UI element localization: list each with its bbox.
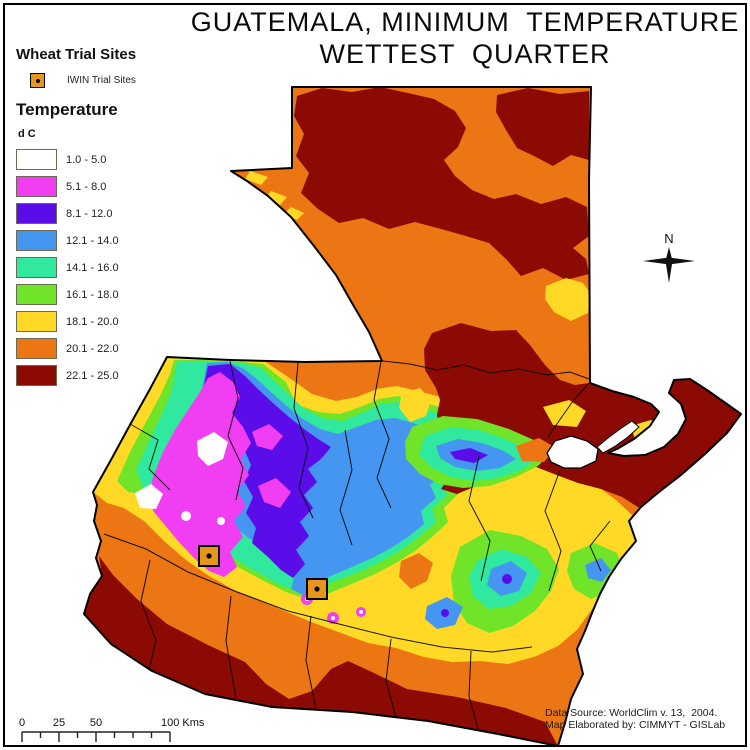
legend: Wheat Trial Sites IWIN Trial Sites Tempe… [16,46,186,392]
rio-dulce-golfete [596,420,640,454]
legend-row: 8.1 - 12.0 [16,203,186,224]
zone-white-core [181,511,191,521]
legend-range-label: 12.1 - 14.0 [66,234,119,247]
scale-bar [21,731,171,742]
zone-magenta-streak [252,424,283,450]
trial-site-marker-dot [314,586,320,592]
legend-row: 22.1 - 25.0 [16,365,186,386]
zone-darkred-pacific [84,556,558,746]
zone-yellow-dash [245,171,268,185]
zone-darkred-peten-nw [294,87,589,280]
legend-row: 12.1 - 14.0 [16,230,186,251]
legend-swatch [16,284,57,305]
credits-source-line: Data Source: WorldClim v. 13, 2004. [545,707,718,719]
volcano-core [359,610,363,614]
legend-row: 20.1 - 22.0 [16,338,186,359]
title-line-2: WETTEST QUARTER [319,39,611,70]
title-line-1: GUATEMALA, MINIMUM TEMPERATURE [190,7,740,37]
scale-bar-labels: 0 25 50 100 Kms [19,717,205,729]
legend-range-label: 22.1 - 25.0 [66,369,119,382]
legend-range-label: 20.1 - 22.0 [66,342,119,355]
temperature-unit-label: d C [18,128,36,140]
zone-orange-patch [516,438,556,462]
zone-yellow-patch [399,388,431,422]
zone-yellow-peten-patch [545,278,590,321]
credits-elaborated-line: Map Elaborated by: CIMMYT - GISLab [545,719,726,732]
legend-swatch [16,365,57,386]
temperature-legend-heading: Temperature [16,100,118,119]
department-boundaries [103,360,611,730]
legend-range-label: 18.1 - 20.0 [66,315,119,328]
credits: Data Source: WorldClim v. 13, 2004. Map … [545,707,725,732]
zone-magenta-streak [258,478,291,508]
legend-swatch [16,338,57,359]
zone-violet-dot [502,574,512,584]
scale-label-100: 100 Kms [161,717,205,729]
lake-izabal [546,435,599,469]
north-arrow-horizontal [643,257,695,265]
zone-white-core [135,484,163,509]
map-title: GUATEMALA, MINIMUM TEMPERATURE WETTEST Q… [185,6,745,71]
north-arrow: N [643,231,695,283]
legend-row: 16.1 - 18.0 [16,284,186,305]
legend-range-label: 16.1 - 18.0 [66,288,119,301]
legend-row: 18.1 - 20.0 [16,311,186,332]
country-outline [83,86,742,747]
north-arrow-vertical [665,247,673,283]
scale-label-50: 50 [90,717,102,729]
zone-blue-se [585,558,611,582]
trial-site-marker-dot [206,553,212,559]
legend-row: 1.0 - 5.0 [16,149,186,170]
legend-swatch [16,230,57,251]
zone-orange-patch [399,553,433,589]
legend-row: 14.1 - 16.0 [16,257,186,278]
legend-swatch [16,176,57,197]
zone-violet-dot [441,609,449,617]
legend-swatch [16,203,57,224]
scale-label-25: 25 [53,717,65,729]
scale-label-0: 0 [19,717,25,729]
zone-magenta-highlands [148,372,251,577]
legend-row: 5.1 - 8.0 [16,176,186,197]
zone-darkred-peten-ne [496,88,589,166]
legend-range-label: 14.1 - 16.0 [66,261,119,274]
iwin-site-dot [35,78,40,83]
zone-yellow-dash [284,207,304,220]
iwin-site-label: IWIN Trial Sites [67,75,136,86]
volcano-core [331,616,335,620]
zone-white-core [217,517,225,525]
legend-range-label: 5.1 - 8.0 [66,180,107,193]
trial-site-markers [198,545,328,600]
sites-legend-heading: Wheat Trial Sites [16,46,137,63]
zone-white-core [197,432,228,466]
legend-swatch [16,257,57,278]
iwin-site-symbol [30,73,45,88]
legend-swatch [16,149,57,170]
north-label: N [664,231,673,246]
legend-range-label: 8.1 - 12.0 [66,207,113,220]
zone-yellow-dash [265,191,287,205]
legend-swatch [16,311,57,332]
legend-range-label: 1.0 - 5.0 [66,153,107,166]
iwin-legend-row: IWIN Trial Sites [30,73,186,88]
